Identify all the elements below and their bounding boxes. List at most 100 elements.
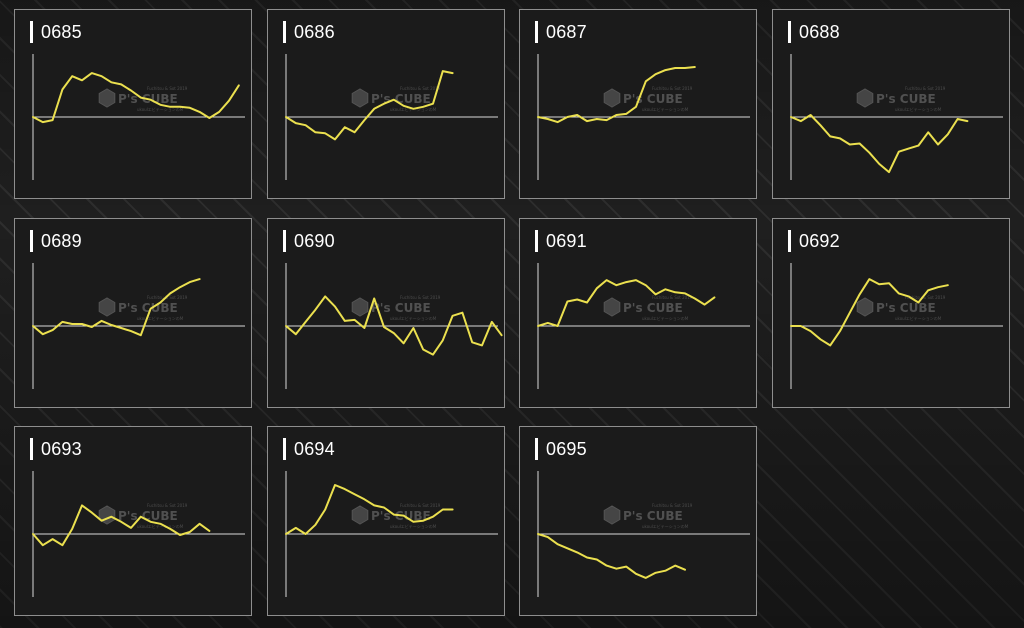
watermark-brand: P's CUBE [623,509,683,523]
watermark-small-bottom: ukoulエビテーションのM [895,106,942,112]
watermark-cube-icon [603,297,621,317]
title-accent-bar [30,21,33,43]
series-line [537,533,686,579]
watermark-brand: P's CUBE [876,301,936,315]
series-line [537,279,716,327]
watermark-small-top: Fuchitsu & Sot 2019 [652,503,693,508]
chart-panel-0691: 0691 P's CUBE Fuchitsu & Sot 2019 ukoulエビテー… [519,218,757,408]
watermark-cube-icon [603,88,621,108]
watermark-small-bottom: ukoulエビテーションのM [642,106,689,112]
chart-title: 0690 [294,230,335,251]
watermark-brand: P's CUBE [371,301,431,315]
series-line [285,484,454,535]
watermark-small-bottom: ukoulエビテーションのM [137,315,184,321]
chart-title: 0687 [546,21,587,42]
watermark-cube-icon [351,88,369,108]
watermark-brand: P's CUBE [623,92,683,106]
chart-panel-0689: 0689 P's CUBE Fuchitsu & Sot 2019 ukoulエビテー… [14,218,252,408]
chart-panel-0690: 0690 P's CUBE Fuchitsu & Sot 2019 ukoulエビテー… [267,218,505,408]
watermark-small-top: Fuchitsu & Sot 2019 [147,86,188,91]
series-line [537,66,696,124]
series-line [790,114,969,174]
series-line [32,504,211,547]
watermark-small-bottom: ukoulエビテーションのM [137,523,184,529]
title-accent-bar [788,21,791,43]
watermark-cube-icon [351,297,369,317]
chart-title: 0694 [294,438,335,459]
title-accent-bar [535,21,538,43]
watermark-small-bottom: ukoulエビテーションのM [390,523,437,529]
title-accent-bar [30,230,33,252]
chart-title: 0686 [294,21,335,42]
title-accent-bar [535,438,538,460]
watermark-brand: P's CUBE [118,509,178,523]
chart-title-row: 0689 [30,229,82,253]
series-line [32,72,240,124]
chart-panel-0692: 0692 P's CUBE Fuchitsu & Sot 2019 ukoulエビテー… [772,218,1010,408]
chart-panel-0685: 0685 P's CUBE Fuchitsu & Sot 2019 ukoulエビテー… [14,9,252,199]
chart-title-row: 0692 [788,229,840,253]
series-line [32,278,201,337]
chart-title-row: 0695 [535,437,587,461]
watermark-small-bottom: ukoulエビテーションのM [895,315,942,321]
watermark-small-bottom: ukoulエビテーションのM [642,523,689,529]
watermark-small-top: Fuchitsu & Sot 2019 [905,295,946,300]
watermark-small-top: Fuchitsu & Sot 2019 [652,86,693,91]
chart-title: 0689 [41,230,82,251]
watermark-small-top: Fuchitsu & Sot 2019 [400,503,441,508]
watermark-small-top: Fuchitsu & Sot 2019 [905,86,946,91]
chart-panel-0688: 0688 P's CUBE Fuchitsu & Sot 2019 ukoulエビテー… [772,9,1010,199]
watermark-small-top: Fuchitsu & Sot 2019 [400,86,441,91]
chart-title: 0691 [546,230,587,251]
chart-title: 0695 [546,438,587,459]
watermark-cube-icon [603,505,621,525]
title-accent-bar [283,21,286,43]
watermark-small-top: Fuchitsu & Sot 2019 [147,295,188,300]
chart-title-row: 0687 [535,20,587,44]
series-line [285,70,454,141]
chart-title-row: 0685 [30,20,82,44]
watermark-cube-icon [98,297,116,317]
chart-title: 0693 [41,438,82,459]
watermark-small-bottom: ukoulエビテーションのM [390,315,437,321]
watermark-brand: P's CUBE [876,92,936,106]
chart-title-row: 0690 [283,229,335,253]
watermark-small-bottom: ukoulエビテーションのM [642,315,689,321]
watermark-small-top: Fuchitsu & Sot 2019 [400,295,441,300]
chart-panel-0694: 0694 P's CUBE Fuchitsu & Sot 2019 ukoulエビテー… [267,426,505,616]
chart-panel-0695: 0695 P's CUBE Fuchitsu & Sot 2019 ukoulエビテー… [519,426,757,616]
chart-title-row: 0691 [535,229,587,253]
watermark-small-top: Fuchitsu & Sot 2019 [147,503,188,508]
chart-title-row: 0688 [788,20,840,44]
watermark-cube-icon [856,297,874,317]
chart-title-row: 0693 [30,437,82,461]
chart-panel-0687: 0687 P's CUBE Fuchitsu & Sot 2019 ukoulエビテー… [519,9,757,199]
watermark-small-bottom: ukoulエビテーションのM [137,106,184,112]
chart-title-row: 0686 [283,20,335,44]
title-accent-bar [788,230,791,252]
watermark-cube-icon [856,88,874,108]
watermark-cube-icon [98,88,116,108]
watermark-cube-icon [351,505,369,525]
series-line [790,278,949,347]
chart-title: 0692 [799,230,840,251]
watermark-brand: P's CUBE [623,301,683,315]
title-accent-bar [283,230,286,252]
chart-panel-0686: 0686 P's CUBE Fuchitsu & Sot 2019 ukoulエビテー… [267,9,505,199]
